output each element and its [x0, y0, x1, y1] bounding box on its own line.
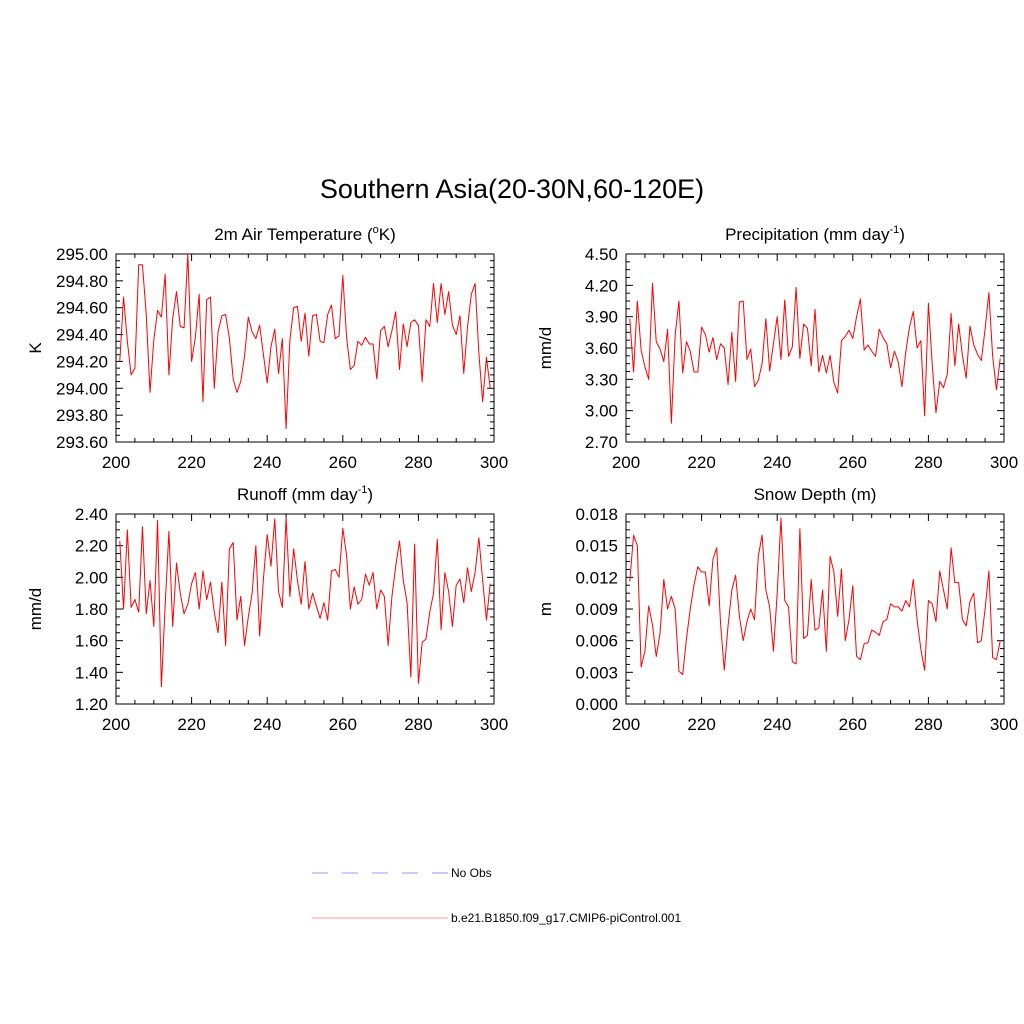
series-line [119, 516, 491, 688]
legend-label: No Obs [451, 866, 492, 880]
y-tick-label: 2.20 [75, 537, 108, 556]
legend-entry: b.e21.B1850.f09_g17.CMIP6-piControl.001 [312, 911, 681, 925]
x-tick-label: 220 [687, 453, 715, 472]
series-line [119, 253, 491, 430]
y-tick-label: 0.003 [575, 663, 618, 682]
x-tick-label: 240 [763, 453, 791, 472]
x-tick-label: 300 [990, 453, 1018, 472]
y-tick-label: 294.40 [56, 326, 108, 345]
x-tick-label: 260 [839, 453, 867, 472]
y-tick-label: 0.015 [575, 537, 618, 556]
y-tick-label: 1.40 [75, 663, 108, 682]
figure-title: Southern Asia(20-30N,60-120E) [320, 174, 704, 204]
panel-runoff: Runoff (mm day-1) mm/d 2.40 2.20 2.00 1.80 1.6… [26, 484, 508, 734]
panel-title: Precipitation (mm day-1) [725, 224, 905, 244]
y-tick-label: 1.60 [75, 632, 108, 651]
y-tick-label: 3.00 [585, 402, 618, 421]
y-tick-label: 3.30 [585, 370, 618, 389]
x-tick-label: 280 [914, 453, 942, 472]
x-tick-label: 200 [612, 453, 640, 472]
panels: 2m Air Temperature (oK) K 295.00 294.80 294.… [26, 224, 1018, 734]
y-tick-label: 294.00 [56, 379, 108, 398]
legend-label: b.e21.B1850.f09_g17.CMIP6-piControl.001 [451, 911, 681, 925]
x-tick-label: 240 [253, 715, 281, 734]
plot-frame [115, 253, 495, 443]
panel-title: Runoff (mm day-1) [237, 484, 373, 504]
y-tick-label: 0.012 [575, 568, 618, 587]
y-axis-label: mm/d [536, 327, 555, 370]
y-tick-label: 293.60 [56, 433, 108, 452]
series-line [629, 282, 1001, 424]
y-tick-label: 1.20 [75, 695, 108, 714]
panel-title: 2m Air Temperature (oK) [214, 224, 396, 244]
panel-temperature: 2m Air Temperature (oK) K 295.00 294.80 294.… [26, 224, 508, 472]
y-axis-label: m [536, 602, 555, 616]
y-tick-label: 0.006 [575, 632, 618, 651]
y-tick-label: 4.20 [585, 276, 618, 295]
x-tick-label: 300 [480, 453, 508, 472]
y-tick-label: 3.90 [585, 308, 618, 327]
y-tick-label: 294.60 [56, 299, 108, 318]
y-tick-label: 2.70 [585, 433, 618, 452]
x-tick-label: 220 [687, 715, 715, 734]
panel-snow: Snow Depth (m) m 0.018 0.015 0.012 0.009 0.006… [536, 485, 1018, 734]
y-tick-label: 2.40 [75, 505, 108, 524]
y-tick-label: 3.60 [585, 339, 618, 358]
y-axis-label: mm/d [26, 588, 45, 631]
series-line [629, 517, 1001, 675]
x-tick-label: 200 [612, 715, 640, 734]
panel-title: Snow Depth (m) [754, 485, 877, 504]
y-tick-label: 0.009 [575, 600, 618, 619]
legend: No Obs b.e21.B1850.f09_g17.CMIP6-piContro… [312, 866, 681, 925]
x-tick-label: 200 [102, 715, 130, 734]
y-axis-label: K [26, 342, 45, 354]
panel-precipitation: Precipitation (mm day-1) mm/d 4.50 4.20 3.90… [536, 224, 1018, 472]
y-tick-label: 295.00 [56, 245, 108, 264]
x-tick-label: 260 [329, 715, 357, 734]
x-tick-label: 240 [763, 715, 791, 734]
plot-frame [625, 253, 1005, 443]
y-tick-label: 0.018 [575, 505, 618, 524]
x-tick-label: 240 [253, 453, 281, 472]
y-tick-label: 4.50 [585, 245, 618, 264]
x-tick-label: 280 [914, 715, 942, 734]
x-tick-label: 280 [404, 453, 432, 472]
y-tick-label: 294.20 [56, 352, 108, 371]
x-tick-label: 260 [839, 715, 867, 734]
x-tick-label: 220 [177, 715, 205, 734]
legend-entry: No Obs [312, 866, 492, 880]
x-tick-label: 200 [102, 453, 130, 472]
y-tick-label: 2.00 [75, 568, 108, 587]
x-tick-label: 260 [329, 453, 357, 472]
y-tick-label: 294.80 [56, 272, 108, 291]
y-tick-label: 0.000 [575, 695, 618, 714]
x-tick-label: 300 [990, 715, 1018, 734]
x-tick-label: 280 [404, 715, 432, 734]
y-tick-label: 1.80 [75, 600, 108, 619]
x-tick-label: 220 [177, 453, 205, 472]
x-tick-label: 300 [480, 715, 508, 734]
y-tick-label: 293.80 [56, 406, 108, 425]
